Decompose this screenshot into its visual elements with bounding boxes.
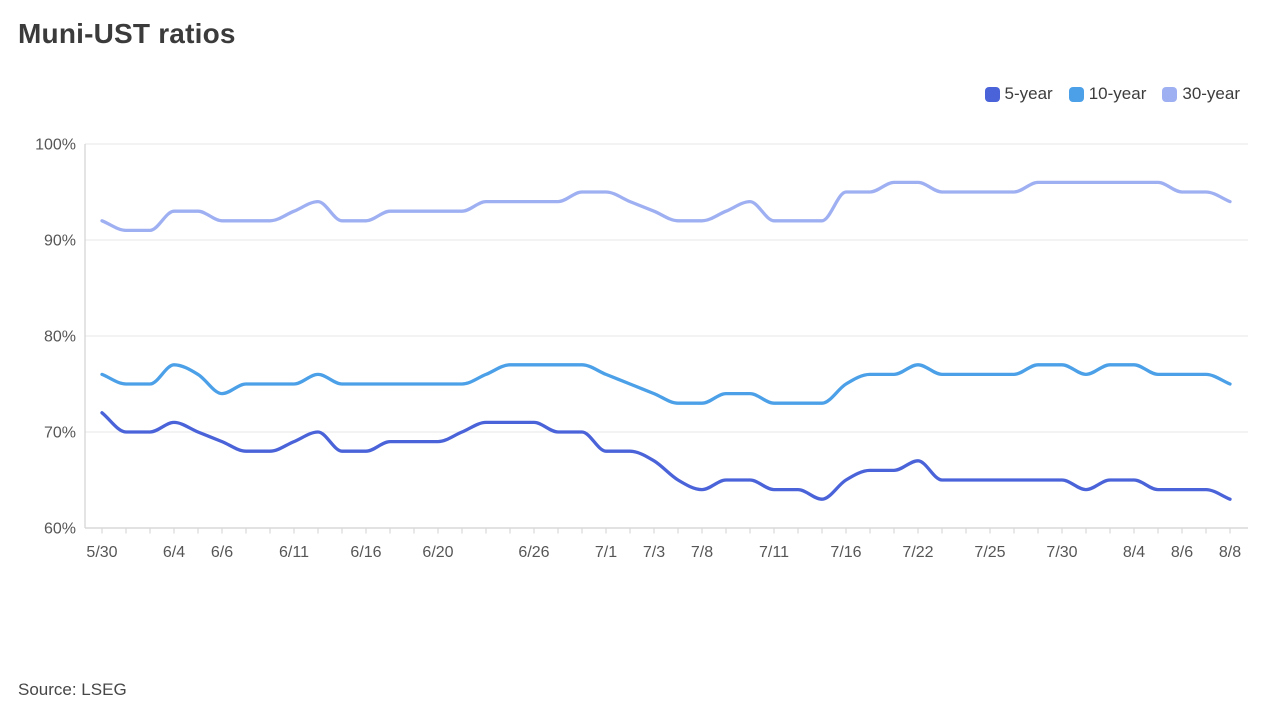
x-axis-label: 7/25: [974, 544, 1005, 561]
x-axis-label: 6/4: [163, 544, 185, 561]
x-axis-label: 7/11: [759, 544, 789, 561]
x-axis-label: 6/6: [211, 544, 233, 561]
legend-item-10-year: 10-year: [1068, 84, 1147, 104]
legend-label-5-year: 5-year: [1004, 84, 1053, 103]
y-axis-label: 90%: [44, 233, 76, 250]
x-axis-label: 8/8: [1219, 544, 1241, 561]
legend-label-30-year: 30-year: [1182, 84, 1240, 103]
legend-item-5-year: 5-year: [984, 84, 1053, 104]
chart-legend: 5-year 10-year 30-year: [984, 84, 1240, 104]
series-line-5-year: [100, 411, 1232, 501]
x-axis-label: 6/20: [422, 544, 453, 561]
x-axis-label: 7/3: [643, 544, 665, 561]
legend-swatch-5-year-icon: [984, 86, 1000, 102]
x-axis-label: 8/4: [1123, 544, 1145, 561]
x-axis-label: 8/6: [1171, 544, 1193, 561]
legend-swatch-30-year-icon: [1162, 86, 1178, 102]
x-axis-label: 6/26: [518, 544, 549, 561]
x-axis-label: 7/8: [691, 544, 713, 561]
page-title: Muni-UST ratios: [18, 18, 236, 49]
legend-item-30-year: 30-year: [1162, 84, 1240, 104]
y-axis-label: 100%: [35, 137, 76, 154]
series-line-10-year: [100, 363, 1232, 405]
x-axis-label: 5/30: [86, 544, 117, 561]
series-line-30-year: [100, 180, 1232, 233]
x-axis-label: 7/30: [1046, 544, 1077, 561]
x-axis-label: 7/1: [595, 544, 617, 561]
x-axis-label: 6/11: [279, 544, 309, 561]
x-axis-label: 6/16: [350, 544, 381, 561]
source-attribution: Source: LSEG: [18, 680, 127, 699]
y-axis-label: 60%: [44, 521, 76, 538]
y-axis-label: 80%: [44, 329, 76, 346]
x-axis-label: 7/16: [830, 544, 861, 561]
x-axis-label: 7/22: [902, 544, 933, 561]
y-axis-label: 70%: [44, 425, 76, 442]
legend-swatch-10-year-icon: [1068, 86, 1084, 102]
legend-label-10-year: 10-year: [1088, 84, 1147, 103]
